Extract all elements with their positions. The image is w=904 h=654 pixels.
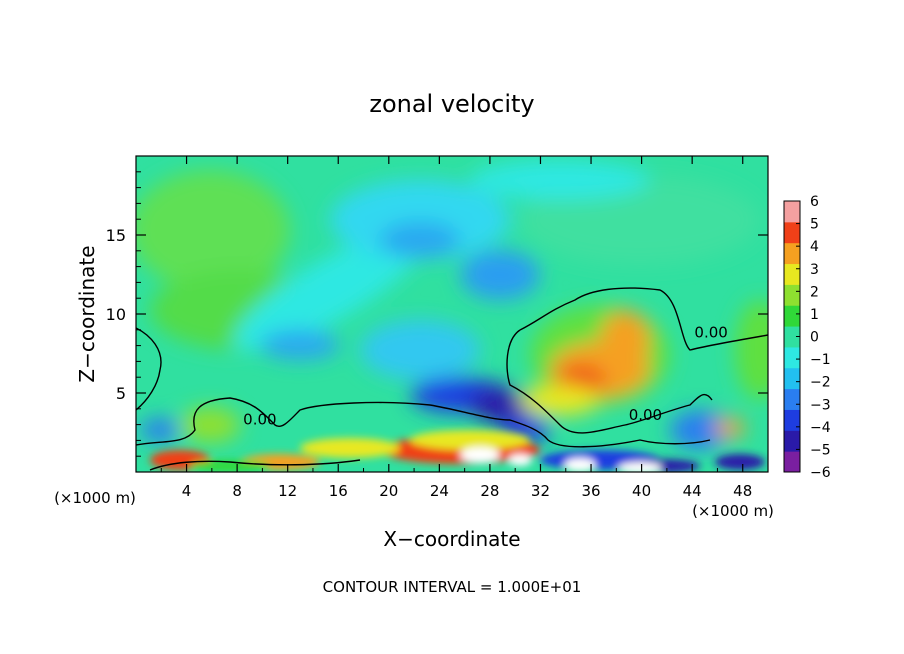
x-tick-label: 44 bbox=[683, 482, 702, 500]
zero-contours bbox=[136, 287, 768, 471]
x-tick-label: 36 bbox=[581, 482, 600, 500]
zero-contour-upper bbox=[519, 287, 768, 351]
colorbar-label: −3 bbox=[810, 397, 831, 413]
contour-labels: 0.00 0.00 0.00 bbox=[243, 324, 728, 429]
colorbar-swatch bbox=[784, 242, 800, 265]
contour-label: 0.00 bbox=[243, 411, 276, 429]
y-axis-label: Z−coordinate bbox=[75, 245, 99, 382]
x-axis-ticks: 4 8 12 16 20 24 28 32 36 40 44 48 bbox=[160, 156, 752, 500]
x-tick-label: 24 bbox=[430, 482, 449, 500]
x-tick-label: 40 bbox=[632, 482, 651, 500]
colorbar-label: 1 bbox=[810, 307, 819, 323]
colorbar-swatch bbox=[784, 388, 800, 410]
colorbar-swatch bbox=[784, 451, 800, 473]
colorbar-swatch bbox=[784, 326, 800, 348]
colorbar-label: −6 bbox=[810, 465, 831, 481]
colorbar-swatch bbox=[784, 201, 800, 223]
colorbar: 6 5 4 3 2 1 0 −1 −2 −3 −4 −5 −6 bbox=[783, 194, 831, 481]
x-tick-label: 16 bbox=[329, 482, 348, 500]
colorbar-label: −1 bbox=[810, 352, 831, 368]
velocity-field bbox=[136, 160, 768, 450]
chart-title: zonal velocity bbox=[369, 90, 534, 118]
colorbar-swatch bbox=[784, 263, 800, 285]
colorbar-swatch bbox=[784, 367, 800, 390]
colorbar-swatch bbox=[784, 346, 800, 369]
x-axis-unit-right: (×1000 m) bbox=[692, 502, 774, 520]
colorbar-label: 5 bbox=[810, 217, 819, 233]
colorbar-swatch bbox=[784, 221, 800, 244]
contour-interval-note: CONTOUR INTERVAL = 1.000E+01 bbox=[323, 578, 582, 596]
x-tick-label: 48 bbox=[733, 482, 752, 500]
colorbar-swatch bbox=[784, 284, 800, 306]
y-tick-label: 15 bbox=[106, 226, 126, 245]
surface-layer bbox=[150, 430, 765, 472]
colorbar-label: 2 bbox=[810, 284, 819, 300]
colorbar-swatch bbox=[784, 305, 800, 327]
x-tick-label: 20 bbox=[379, 482, 398, 500]
colorbar-label: 3 bbox=[810, 262, 819, 278]
x-tick-label: 28 bbox=[480, 482, 499, 500]
colorbar-label: 0 bbox=[810, 330, 819, 346]
x-tick-label: 32 bbox=[531, 482, 550, 500]
contour-label: 0.00 bbox=[694, 324, 727, 342]
y-axis-ticks: 5 10 15 bbox=[106, 171, 768, 457]
colorbar-label: −2 bbox=[810, 375, 831, 391]
colorbar-label: −5 bbox=[810, 442, 831, 458]
zero-contour-bottom bbox=[149, 459, 361, 471]
colorbar-label: 6 bbox=[810, 194, 819, 210]
y-tick-label: 10 bbox=[106, 305, 126, 324]
contour-label: 0.00 bbox=[629, 406, 662, 424]
x-axis-unit-left: (×1000 m) bbox=[54, 489, 136, 507]
x-tick-label: 4 bbox=[182, 482, 192, 500]
x-tick-label: 12 bbox=[278, 482, 297, 500]
x-tick-label: 8 bbox=[232, 482, 242, 500]
y-tick-label: 5 bbox=[116, 384, 126, 403]
x-axis-label: X−coordinate bbox=[383, 527, 520, 551]
zero-contour-mid bbox=[506, 329, 713, 434]
plot-area: 0.00 0.00 0.00 bbox=[136, 156, 768, 472]
colorbar-label: 4 bbox=[810, 239, 819, 255]
zero-contour-low bbox=[136, 397, 711, 448]
colorbar-label: −4 bbox=[810, 420, 831, 436]
colorbar-swatch bbox=[784, 409, 800, 431]
colorbar-swatch bbox=[784, 430, 800, 452]
zero-contour-left bbox=[136, 327, 162, 411]
